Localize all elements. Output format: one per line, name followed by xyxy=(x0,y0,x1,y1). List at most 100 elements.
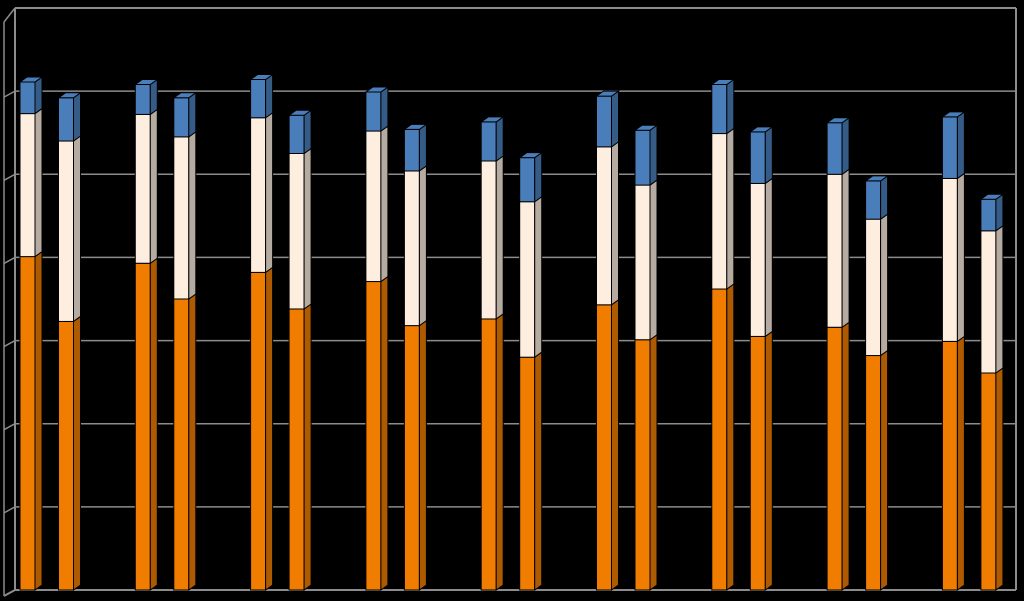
bar-segment-bottom-side xyxy=(34,250,43,591)
bar-segment-top xyxy=(519,157,536,203)
bar xyxy=(364,86,390,591)
bar-segment-top xyxy=(711,83,728,135)
gridline-edge xyxy=(3,256,16,265)
bar-segment-top-side xyxy=(649,124,658,187)
bar-segment-top xyxy=(58,97,74,142)
bar-segment-middle-side xyxy=(611,140,619,306)
bar-segment-middle xyxy=(480,160,497,320)
bar-segment-bottom xyxy=(480,318,497,591)
gridline-edge xyxy=(3,423,16,431)
bar xyxy=(479,115,505,591)
bar-segment-top-top xyxy=(402,123,428,130)
bar-segment-top xyxy=(480,121,497,162)
bar-segment-top-side xyxy=(73,91,81,143)
bar-segment-top-top xyxy=(479,116,505,123)
bar-segment-top xyxy=(19,81,36,115)
bar-segment-middle-side xyxy=(380,125,389,283)
bar-segment-bottom-side xyxy=(764,330,773,591)
bar-segment-bottom xyxy=(634,339,651,591)
bar-segment-top xyxy=(826,122,843,175)
bar-segment-top-top xyxy=(249,74,275,81)
bar-segment-bottom-side xyxy=(380,275,389,591)
bar xyxy=(518,151,544,591)
bar-segment-top-side xyxy=(188,91,197,138)
bar xyxy=(864,174,890,591)
bar-segment-bottom xyxy=(19,256,36,591)
bar-segment-bottom xyxy=(980,372,997,591)
bar xyxy=(249,73,275,591)
bar-segment-middle-side xyxy=(956,172,965,343)
bar-segment-top-top xyxy=(287,109,313,116)
bar-segment-middle xyxy=(403,170,420,327)
bar-segment-middle xyxy=(250,117,267,273)
bar-segment-top xyxy=(288,114,305,155)
bar-segment-middle-side xyxy=(726,127,735,290)
bar-segment-top-top xyxy=(825,117,851,124)
bar-segment-top-side xyxy=(995,193,1004,232)
bar xyxy=(710,78,736,591)
bar-segment-middle-side xyxy=(149,108,158,265)
bar xyxy=(402,123,428,591)
bar-segment-top-side xyxy=(726,78,735,135)
bar-segment-top-side xyxy=(418,123,427,172)
axis-floor-edge xyxy=(3,589,16,597)
bar xyxy=(979,193,1005,591)
bar-segment-top-side xyxy=(149,78,158,116)
bar xyxy=(287,109,313,591)
bar xyxy=(940,110,966,591)
bar-segment-middle xyxy=(980,230,997,374)
bar-segment-top-side xyxy=(534,151,543,203)
bar-segment-bottom-side xyxy=(73,315,81,591)
bar-segment-middle xyxy=(634,184,651,341)
bar-segment-bottom-side xyxy=(611,298,619,591)
bar-segment-middle-side xyxy=(995,224,1004,374)
bar-segment-bottom xyxy=(826,326,843,591)
bar-segment-bottom xyxy=(288,308,305,591)
bar-segment-top xyxy=(250,79,267,119)
bar-segment-middle xyxy=(19,113,36,258)
bar-segment-bottom xyxy=(596,304,612,591)
bar-segment-top-side xyxy=(303,109,312,155)
bar-segment-middle-side xyxy=(495,155,504,320)
gridline-edge xyxy=(3,90,16,98)
bar xyxy=(133,78,159,591)
bar-segment-top-side xyxy=(956,110,965,180)
bar-segment-middle-side xyxy=(418,164,427,327)
bar-segment-top xyxy=(865,180,882,220)
bar-segment-top-top xyxy=(56,92,83,99)
bar-segment-top xyxy=(365,91,382,132)
bar-segment-bottom-side xyxy=(841,321,850,591)
bar-segment-middle-side xyxy=(841,168,850,329)
bar-segment-bottom-side xyxy=(265,266,274,591)
bar-segment-bottom xyxy=(865,355,882,591)
bar-segment-top-side xyxy=(34,76,43,115)
bar-segment-top-top xyxy=(940,111,966,118)
bar-segment-bottom xyxy=(173,298,190,591)
bar-segment-middle-side xyxy=(764,177,773,338)
bar-segment-top xyxy=(634,129,651,186)
bar-segment-bottom xyxy=(941,340,958,591)
bar-segment-top-top xyxy=(172,92,198,99)
bar-segment-bottom-side xyxy=(149,257,158,591)
bar-segment-top-side xyxy=(764,125,773,185)
bar-segment-top xyxy=(941,116,958,179)
bar-layer xyxy=(18,73,1005,591)
bar-segment-middle-side xyxy=(73,135,81,323)
axis-front-top xyxy=(3,7,16,23)
bar xyxy=(825,116,851,591)
bar-segment-top xyxy=(173,97,190,138)
bar-segment-middle xyxy=(288,153,305,310)
bar-segment-middle xyxy=(365,130,382,283)
bar-segment-top-top xyxy=(710,78,736,85)
bar-segment-top xyxy=(749,131,766,184)
bar-segment-bottom-side xyxy=(534,351,543,591)
bar-segment-middle-side xyxy=(303,147,312,310)
bar-segment-middle-side xyxy=(534,195,543,359)
bar-segment-top xyxy=(134,83,151,115)
bar-segment-top-side xyxy=(265,73,274,119)
bar-segment-bottom-side xyxy=(188,293,197,591)
bar-segment-middle xyxy=(711,133,728,290)
bar-segment-bottom-side xyxy=(956,335,965,591)
bar-segment-top-side xyxy=(380,86,389,133)
